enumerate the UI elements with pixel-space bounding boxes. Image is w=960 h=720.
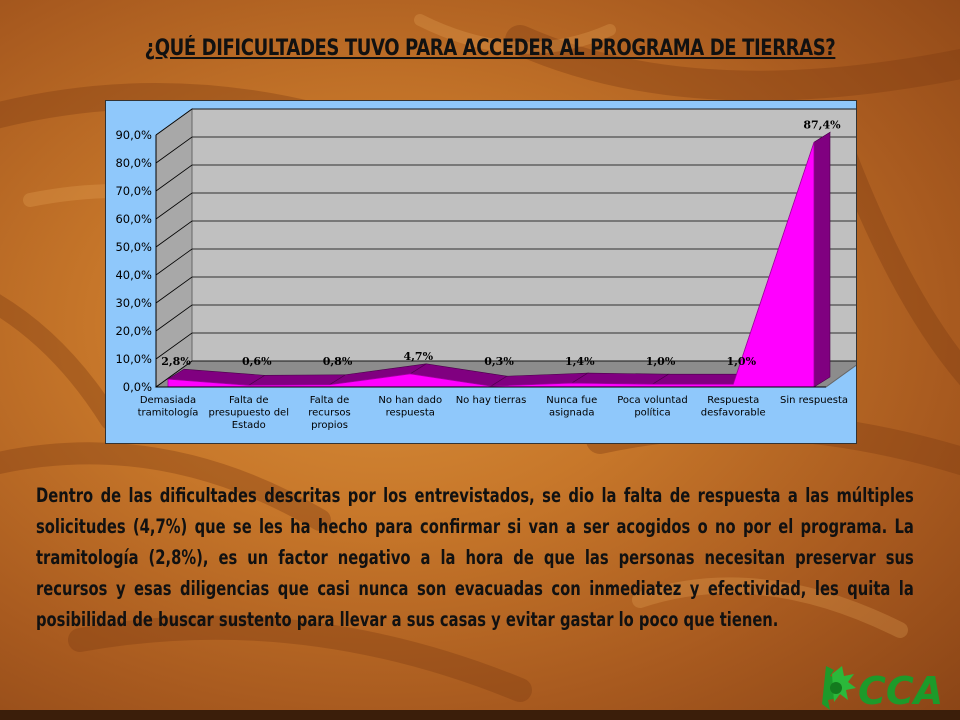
gridline <box>155 164 856 192</box>
x-category-label: tramitología <box>138 407 199 419</box>
data-label: 0,6% <box>242 355 272 368</box>
gridline <box>155 220 856 248</box>
y-tick-label: 0,0% <box>123 380 152 394</box>
x-category-label: respuesta <box>386 408 435 419</box>
y-tick-label: 50,0% <box>115 240 152 254</box>
x-category-label: No han dado <box>378 395 442 406</box>
x-category-label: Falta de <box>229 395 268 406</box>
series-area <box>167 142 815 388</box>
gridline <box>155 192 856 220</box>
data-label: 0,8% <box>323 355 353 368</box>
gridline <box>155 248 856 276</box>
gridline <box>155 276 856 304</box>
gridline <box>155 360 856 388</box>
y-tick-label: 80,0% <box>115 156 152 170</box>
data-label: 2,8% <box>161 355 191 368</box>
y-tick-label: 20,0% <box>115 324 152 338</box>
gridline <box>155 108 856 136</box>
plot-side-wall <box>155 108 193 388</box>
logo-wordmark: CCA <box>858 669 943 713</box>
data-label: 87,4% <box>803 118 841 131</box>
bottom-bar <box>0 710 960 720</box>
data-label: 1,0% <box>726 355 756 368</box>
x-category-label: asignada <box>549 408 594 419</box>
chart-container: 0,0% 10,0% 20,0% 30,0% 40,0% 50,0% 60,0% 70,0% 8… <box>105 100 857 444</box>
x-category-label: Demasiada <box>140 395 196 406</box>
slide-title: ¿QUÉ DIFICULTADES TUVO PARA ACCEDER AL P… <box>144 36 836 61</box>
cca-logo: CCA <box>822 666 943 713</box>
x-category-label: Respuesta <box>707 395 759 406</box>
y-tick-label: 60,0% <box>115 212 152 226</box>
area-chart: 0,0% 10,0% 20,0% 30,0% 40,0% 50,0% 60,0% 70,0% 8… <box>115 108 856 431</box>
data-label: 1,4% <box>565 355 595 368</box>
data-label: 1,0% <box>646 355 676 368</box>
gridline <box>155 304 856 332</box>
series-end-cap <box>813 131 831 388</box>
y-tick-label: 70,0% <box>115 184 152 198</box>
x-category-label: presupuesto del <box>209 408 289 419</box>
x-category-label: recursos <box>308 408 351 419</box>
x-category-label: desfavorable <box>701 408 766 419</box>
leaf-emblem-icon <box>822 666 856 710</box>
description-paragraph: Dentro de las dificultades descritas por… <box>36 484 914 631</box>
gridline <box>155 136 856 164</box>
y-tick-label: 40,0% <box>115 268 152 282</box>
x-category-label: política <box>634 407 670 419</box>
x-category-label: Sin respuesta <box>780 395 848 406</box>
y-tick-label: 30,0% <box>115 296 152 310</box>
gridline <box>155 332 856 360</box>
y-tick-label: 90,0% <box>115 128 152 142</box>
x-category-label: Poca voluntad <box>617 395 687 406</box>
x-category-label: No hay tierras <box>456 395 527 406</box>
y-tick-label: 10,0% <box>115 352 152 366</box>
series-ribbon-top <box>570 372 670 385</box>
x-category-label: Nunca fue <box>546 395 597 406</box>
x-category-label: propios <box>311 420 348 431</box>
x-category-label: Falta de <box>310 395 349 406</box>
data-label: 0,3% <box>484 355 514 368</box>
data-label: 4,7% <box>403 350 433 363</box>
x-category-label: Estado <box>232 420 266 431</box>
